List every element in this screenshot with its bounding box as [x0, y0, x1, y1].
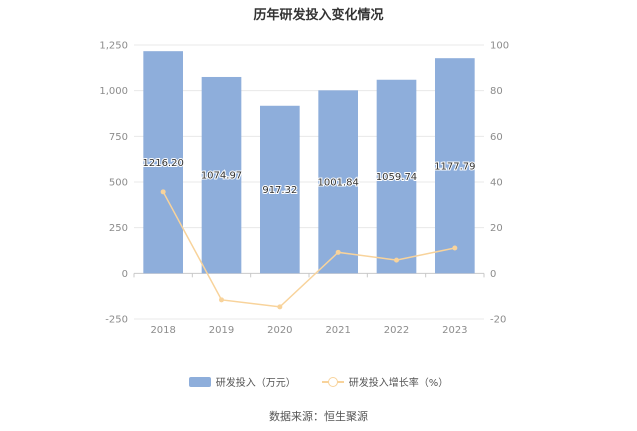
y-right-tick-label: 60	[490, 132, 503, 143]
y-left-tick-label: 250	[109, 223, 128, 234]
bar-data-label: 917.32	[262, 185, 297, 196]
growth-point	[335, 249, 341, 255]
y-left-tick-label: 750	[109, 132, 128, 143]
legend-bar-swatch	[188, 376, 211, 387]
data-source: 数据来源：恒生聚源	[269, 410, 368, 423]
y-left-tick-label: 500	[109, 178, 128, 189]
bar	[260, 105, 300, 274]
y-right-tick-label: -20	[490, 315, 506, 326]
legend-item-bar[interactable]: 研发投入（万元）	[188, 374, 296, 389]
legend-line-swatch	[321, 376, 344, 387]
y-left-tick-label: -250	[105, 315, 128, 326]
growth-point	[219, 297, 224, 303]
y-right-tick-label: 20	[490, 223, 503, 234]
legend-line-label: 研发投入增长率（%）	[348, 378, 449, 389]
bar-data-label: 1001.84	[317, 177, 358, 188]
x-tick-label: 2023	[442, 325, 467, 336]
bar-data-label: 1059.74	[376, 172, 417, 183]
growth-point	[277, 304, 283, 310]
y-right-tick-label: 80	[490, 86, 503, 97]
legend: 研发投入（万元） 研发投入增长率（%）	[0, 374, 637, 389]
y-right-tick-label: 0	[490, 269, 496, 280]
bar-data-label: 1074.97	[201, 171, 242, 182]
growth-point	[452, 245, 458, 251]
bar	[435, 58, 475, 274]
bar	[376, 79, 417, 274]
bar	[201, 76, 242, 274]
growth-point	[394, 257, 399, 263]
chart-title: 历年研发投入变化情况	[253, 8, 384, 23]
x-tick-label: 2020	[267, 325, 292, 336]
bar	[318, 90, 358, 274]
legend-bar-label: 研发投入（万元）	[215, 378, 296, 389]
x-tick-label: 2019	[209, 325, 234, 336]
legend-item-line[interactable]: 研发投入增长率（%）	[321, 374, 449, 389]
x-tick-label: 2021	[325, 325, 350, 336]
growth-point	[160, 189, 166, 195]
y-left-tick-label: 1,250	[99, 41, 128, 52]
x-tick-label: 2018	[150, 325, 175, 336]
y-right-tick-label: 100	[490, 41, 509, 52]
bar	[143, 51, 183, 274]
growth-line	[162, 191, 455, 308]
y-right-tick-label: 40	[490, 178, 503, 189]
y-left-tick-label: 1,000	[99, 86, 128, 97]
x-tick-label: 2022	[384, 325, 409, 336]
bar-data-label: 1216.20	[142, 158, 183, 169]
y-left-tick-label: 0	[122, 269, 128, 280]
bar-data-label: 1177.79	[434, 161, 475, 172]
